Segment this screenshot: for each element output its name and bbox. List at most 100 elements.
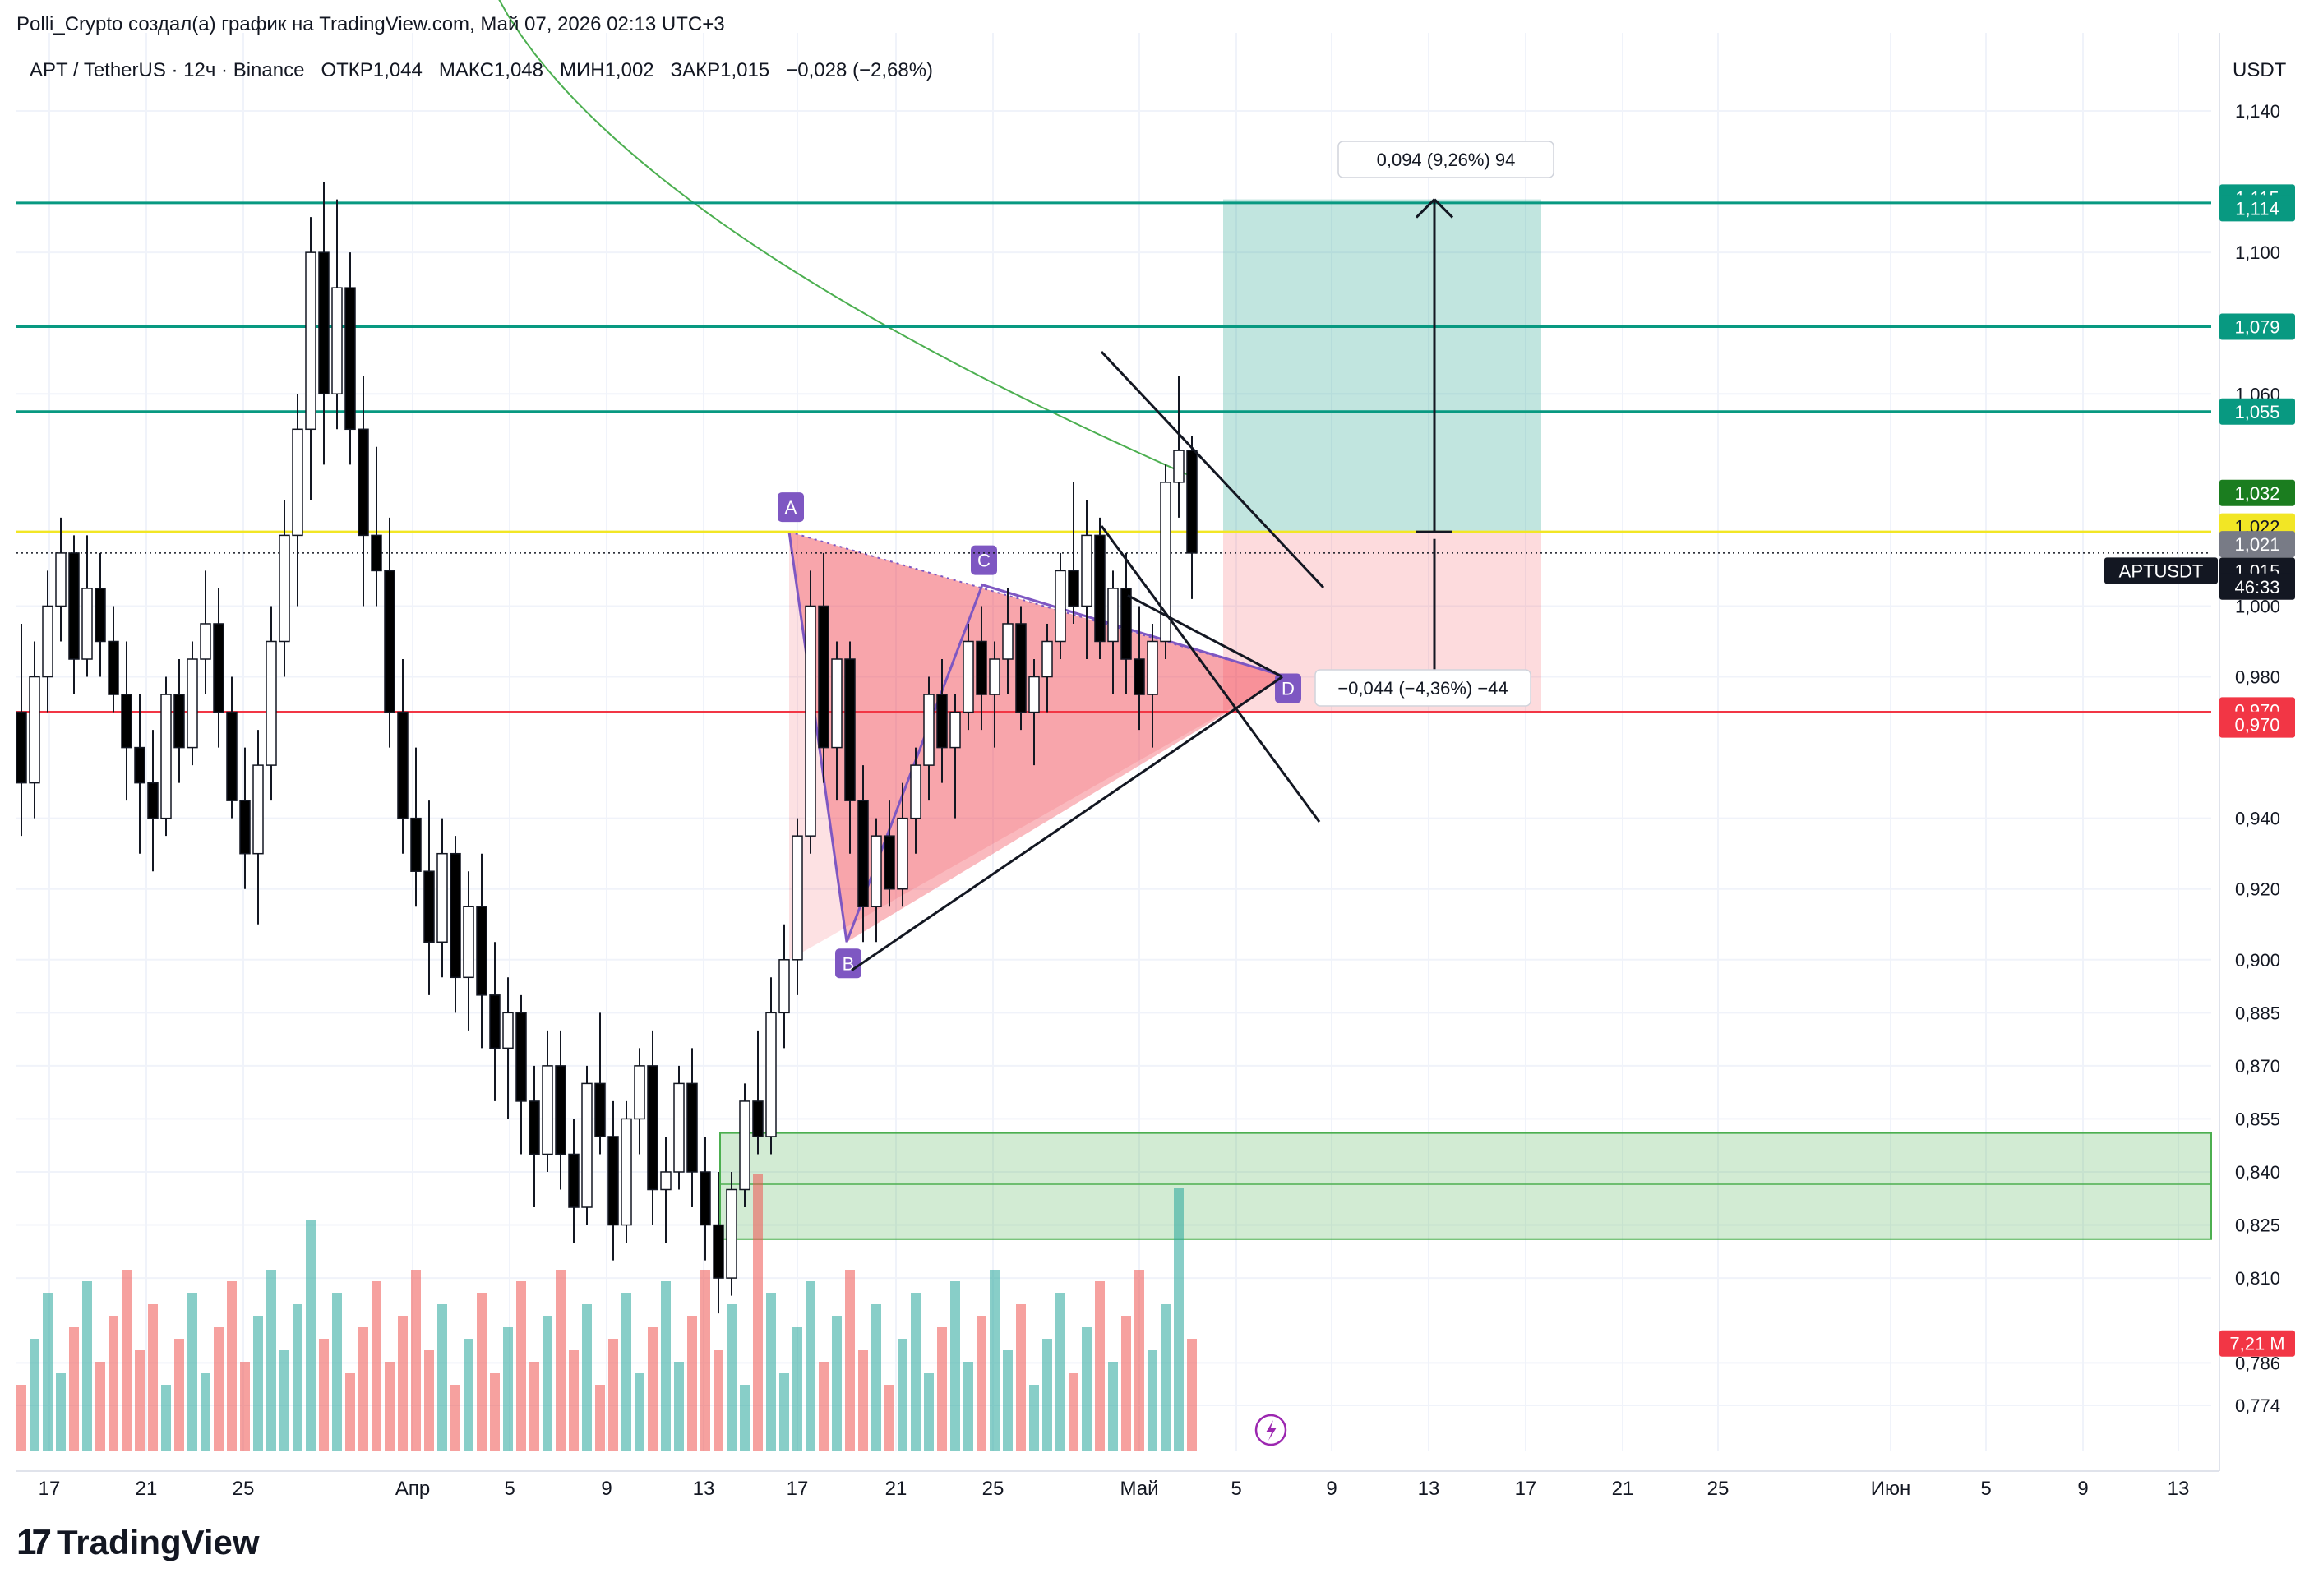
candle-body	[1147, 640, 1158, 695]
volume-bar	[595, 1385, 605, 1451]
candle-body	[976, 640, 987, 695]
candle-body	[1120, 588, 1132, 660]
label-1079: 1,079	[2234, 317, 2279, 338]
candle-body	[266, 640, 277, 766]
tradingview-logo-icon: 17	[16, 1522, 52, 1562]
candle-body	[752, 1100, 764, 1137]
symbol-legend: APT / TetherUS · 12ч · Binance ОТКР1,044…	[30, 59, 933, 82]
candle-body	[805, 605, 816, 837]
candle-body	[1134, 658, 1145, 695]
label-1032-bg	[2219, 479, 2295, 506]
pattern-fill	[789, 532, 1286, 960]
candle-body	[818, 605, 829, 749]
price-tick: 0,940	[2235, 809, 2280, 829]
price-tick: 0,840	[2235, 1162, 2280, 1183]
time-tick: 13	[693, 1478, 715, 1500]
demand-zone	[719, 1132, 2212, 1240]
candle-body	[857, 800, 869, 907]
pattern-ad	[788, 531, 1287, 678]
volume-bar	[1016, 1304, 1026, 1451]
candlesticks	[16, 182, 1198, 1314]
volume-bar	[661, 1281, 671, 1451]
candle-body	[502, 1012, 514, 1049]
open-value: 1,044	[372, 59, 423, 81]
pattern-label-a: A	[785, 497, 797, 518]
time-tick: 17	[39, 1478, 61, 1500]
volume-bars	[16, 1174, 1197, 1451]
candle-body	[489, 994, 501, 1049]
volume-bar	[687, 1316, 697, 1451]
author-line: Polli_Crypto создал(а) график на Trading…	[16, 13, 725, 35]
candle-body	[16, 711, 27, 784]
volume-bar	[187, 1293, 197, 1451]
volume-bar	[214, 1327, 224, 1451]
time-axis: 17 21 25 Апр 5 9 13 17 21 25 Май 5 9 13 17 21 25 Июн 5 9 13	[16, 1470, 2219, 1500]
flash-icon-glyph	[1266, 1420, 1277, 1441]
candle-body	[529, 1100, 540, 1155]
trend-drawings: 0,094 (9,26%) 94 −0,044 (−4,36%) −44	[851, 141, 1554, 971]
symbol-title[interactable]: APT / TetherUS · 12ч · Binance	[30, 59, 305, 81]
candle-body	[581, 1082, 593, 1208]
volume-bar	[1108, 1362, 1118, 1451]
currency-label[interactable]: USDT	[2233, 59, 2287, 81]
pattern-triangle-abd	[789, 532, 1286, 943]
volume-bar	[700, 1270, 710, 1451]
candle-body	[594, 1082, 606, 1137]
tradingview-logo-text: TradingView	[56, 1523, 260, 1561]
volume-bar	[1055, 1293, 1065, 1451]
volume-bar	[424, 1350, 434, 1451]
candle-body	[621, 1118, 632, 1226]
volume-bar	[832, 1316, 842, 1451]
volume-bar	[950, 1281, 960, 1451]
close-value: 1,015	[720, 59, 770, 81]
candle-body	[358, 428, 369, 537]
measure-up-head-r	[1433, 198, 1454, 219]
pattern-point-b	[835, 948, 861, 979]
candle-body	[765, 1012, 777, 1137]
symbol-tag: APTUSDT	[2119, 560, 2204, 581]
volume-bar	[1148, 1350, 1157, 1451]
measure-up-label: 0,094 (9,26%) 94	[1377, 150, 1516, 170]
candle-body	[936, 694, 948, 749]
volume-bar	[266, 1270, 276, 1451]
candle-body	[739, 1100, 750, 1191]
time-tick: Апр	[395, 1478, 430, 1500]
candle-body	[1068, 570, 1079, 607]
candle-body	[647, 1065, 658, 1191]
volume-bar	[437, 1304, 447, 1451]
volume-bar	[16, 1385, 26, 1451]
volume-bar	[174, 1339, 184, 1451]
open-label: ОТКР	[321, 59, 373, 81]
volume-bar	[674, 1362, 684, 1451]
profit-zone	[1223, 199, 1541, 533]
low-label: МИН	[560, 59, 605, 81]
time-tick: 9	[1326, 1478, 1337, 1500]
candle-body	[1002, 623, 1014, 660]
candle-body	[923, 694, 935, 766]
time-tick: 17	[787, 1478, 809, 1500]
candle-body	[1173, 450, 1185, 483]
label-countdown: 46:33	[2234, 577, 2279, 597]
candle-body	[384, 570, 395, 713]
high-value: 1,048	[493, 59, 543, 81]
volume-bar	[529, 1362, 539, 1451]
support-trendline	[851, 676, 1283, 971]
time-tick: 21	[136, 1478, 158, 1500]
ma-line	[498, 0, 1193, 477]
volume-bar	[56, 1373, 66, 1451]
time-tick: Июн	[1871, 1478, 1911, 1500]
volume-bar	[319, 1339, 329, 1451]
tradingview-logo[interactable]: 17 TradingView	[16, 1522, 260, 1563]
price-labels: 1,1151,1141,0791,0551,0321,0221,0211,015…	[1254, 184, 2295, 1446]
label-volume: 7,21 M	[2229, 1334, 2284, 1354]
measure-down-label: −0,044 (−4,36%) −44	[1337, 678, 1508, 699]
candle-body	[213, 623, 224, 713]
volume-bar	[464, 1339, 473, 1451]
price-tick: 0,980	[2235, 667, 2280, 688]
volume-bar	[201, 1373, 210, 1451]
candle-body	[200, 623, 211, 660]
label-1055: 1,055	[2234, 402, 2279, 422]
volume-bar	[95, 1362, 105, 1451]
time-tick: 9	[601, 1478, 612, 1500]
